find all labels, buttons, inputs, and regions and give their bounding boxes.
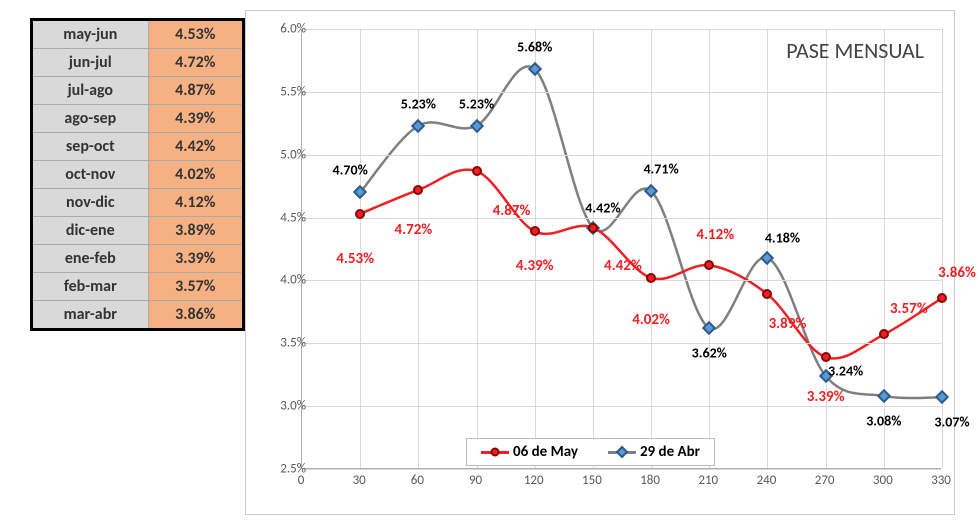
data-marker bbox=[704, 260, 714, 270]
data-label: 3.57% bbox=[890, 300, 928, 318]
table-row: dic-ene3.89% bbox=[32, 217, 244, 245]
x-tick-label: 270 bbox=[815, 473, 835, 488]
data-label: 3.89% bbox=[769, 315, 807, 333]
legend: 06 de May 29 de Abr bbox=[466, 438, 715, 466]
data-label: 4.12% bbox=[696, 226, 734, 244]
data-label: 3.39% bbox=[807, 388, 845, 406]
table-cell-label: jun-jul bbox=[32, 49, 149, 77]
data-marker bbox=[646, 273, 656, 283]
y-tick-label: 4.5% bbox=[280, 210, 306, 225]
table-cell-value: 4.42% bbox=[148, 133, 243, 161]
table-cell-label: oct-nov bbox=[32, 161, 149, 189]
table-row: ene-feb3.39% bbox=[32, 245, 244, 273]
data-label: 3.24% bbox=[828, 362, 863, 379]
table-row: oct-nov4.02% bbox=[32, 161, 244, 189]
table-cell-label: dic-ene bbox=[32, 217, 149, 245]
chart-container: 4.70% 5.23% 5.23% 5.68% 4.42% 4.71% 3.62% 4.18%… bbox=[245, 10, 955, 515]
data-label: 4.39% bbox=[516, 257, 554, 275]
table-cell-value: 4.53% bbox=[148, 20, 243, 49]
data-label: 4.53% bbox=[336, 250, 374, 268]
y-tick-label: 5.0% bbox=[280, 147, 306, 162]
data-label: 3.07% bbox=[934, 414, 969, 431]
x-tick-label: 240 bbox=[757, 473, 777, 488]
x-tick-label: 120 bbox=[524, 473, 544, 488]
x-tick-label: 90 bbox=[469, 473, 482, 488]
y-tick-label: 5.5% bbox=[280, 84, 306, 99]
data-marker bbox=[530, 226, 540, 236]
data-marker bbox=[355, 209, 365, 219]
table-cell-value: 3.89% bbox=[148, 217, 243, 245]
legend-label: 29 de Abr bbox=[640, 443, 700, 461]
x-tick-label: 300 bbox=[873, 473, 893, 488]
legend-item: 06 de May bbox=[481, 443, 578, 461]
table-row: mar-abr3.86% bbox=[32, 301, 244, 330]
table-row: jun-jul4.72% bbox=[32, 49, 244, 77]
data-label: 5.68% bbox=[517, 39, 552, 56]
plot-area: 4.70% 5.23% 5.23% 5.68% 4.42% 4.71% 3.62% 4.18%… bbox=[301, 29, 941, 469]
table-cell-label: nov-dic bbox=[32, 189, 149, 217]
table-cell-label: jul-ago bbox=[32, 77, 149, 105]
x-tick-label: 330 bbox=[931, 473, 951, 488]
data-label: 4.42% bbox=[585, 199, 620, 216]
y-tick-label: 6.0% bbox=[280, 22, 306, 37]
table-cell-label: ene-feb bbox=[32, 245, 149, 273]
x-tick-label: 180 bbox=[640, 473, 660, 488]
y-tick-label: 4.0% bbox=[280, 273, 306, 288]
data-label: 3.08% bbox=[866, 413, 901, 430]
x-tick-label: 0 bbox=[298, 473, 305, 488]
data-label: 3.62% bbox=[692, 345, 727, 362]
table-cell-label: ago-sep bbox=[32, 105, 149, 133]
data-table-wrap: may-jun4.53%jun-jul4.72%jul-ago4.87%ago-… bbox=[0, 0, 245, 530]
y-tick-label: 3.5% bbox=[280, 336, 306, 351]
table-cell-value: 4.72% bbox=[148, 49, 243, 77]
data-label: 4.87% bbox=[493, 202, 531, 220]
table-cell-value: 4.39% bbox=[148, 105, 243, 133]
table-row: sep-oct4.42% bbox=[32, 133, 244, 161]
data-marker bbox=[879, 329, 889, 339]
table-cell-label: may-jun bbox=[32, 20, 149, 49]
data-label: 5.23% bbox=[459, 95, 494, 112]
x-tick-label: 150 bbox=[582, 473, 602, 488]
table-cell-value: 4.02% bbox=[148, 161, 243, 189]
data-label: 4.72% bbox=[394, 221, 432, 239]
table-cell-value: 3.57% bbox=[148, 273, 243, 301]
data-marker bbox=[937, 293, 947, 303]
data-label: 4.18% bbox=[765, 229, 800, 246]
x-tick-label: 210 bbox=[698, 473, 718, 488]
table-cell-label: feb-mar bbox=[32, 273, 149, 301]
table-cell-value: 4.12% bbox=[148, 189, 243, 217]
data-marker bbox=[762, 289, 772, 299]
table-cell-label: mar-abr bbox=[32, 301, 149, 330]
table-row: jul-ago4.87% bbox=[32, 77, 244, 105]
legend-label: 06 de May bbox=[513, 443, 578, 461]
data-label: 4.71% bbox=[643, 161, 678, 178]
data-label: 5.23% bbox=[401, 95, 436, 112]
chart-title: PASE MENSUAL bbox=[786, 37, 924, 64]
data-marker bbox=[472, 166, 482, 176]
data-label: 3.86% bbox=[938, 264, 976, 282]
data-label: 4.02% bbox=[632, 311, 670, 329]
data-table: may-jun4.53%jun-jul4.72%jul-ago4.87%ago-… bbox=[30, 18, 245, 331]
table-row: nov-dic4.12% bbox=[32, 189, 244, 217]
data-marker bbox=[588, 223, 598, 233]
table-row: may-jun4.53% bbox=[32, 20, 244, 49]
chart-lines bbox=[302, 29, 941, 468]
data-label: 4.70% bbox=[333, 162, 368, 179]
data-marker bbox=[413, 185, 423, 195]
table-cell-label: sep-oct bbox=[32, 133, 149, 161]
y-tick-label: 3.0% bbox=[280, 399, 306, 414]
x-tick-label: 30 bbox=[353, 473, 366, 488]
data-label: 4.42% bbox=[604, 257, 642, 275]
table-cell-value: 4.87% bbox=[148, 77, 243, 105]
legend-item: 29 de Abr bbox=[608, 443, 700, 461]
x-tick-label: 60 bbox=[411, 473, 424, 488]
data-marker bbox=[821, 352, 831, 362]
table-row: feb-mar3.57% bbox=[32, 273, 244, 301]
table-cell-value: 3.86% bbox=[148, 301, 243, 330]
table-row: ago-sep4.39% bbox=[32, 105, 244, 133]
table-cell-value: 3.39% bbox=[148, 245, 243, 273]
